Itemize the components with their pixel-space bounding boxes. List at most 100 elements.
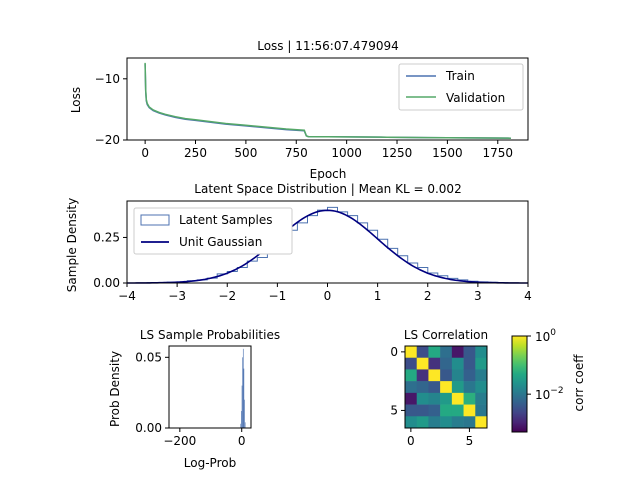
heatmap-cell (405, 357, 418, 370)
latent-ytick-label: 0.25 (93, 230, 120, 244)
latent-xtick-label: 1 (374, 289, 382, 303)
latent-title: Latent Space Distribution | Mean KL = 0.… (194, 182, 461, 196)
colorbar-tick-exponent: 0 (550, 328, 556, 338)
heatmap-cell (440, 404, 453, 417)
heatmap-cell (416, 346, 429, 359)
heatmap-cell (451, 369, 464, 382)
colorbar-tick-label: 100 (535, 328, 556, 344)
legend-unit-gaussian-label: Unit Gaussian (179, 235, 262, 249)
correlation-title: LS Correlation (404, 328, 488, 342)
loss-axes-frame (126, 57, 529, 141)
correlation-panel: LS Correlation 0 5 0 5 100 10−2 corr coeff (390, 328, 586, 448)
logprob-xtick-label: 0 (238, 434, 246, 448)
heatmap-cell (440, 381, 453, 394)
logprob-title: LS Sample Probabilities (140, 328, 280, 342)
heatmap-cell (405, 392, 418, 405)
heatmap-cell (416, 369, 429, 382)
loss-xtick-label: 500 (234, 146, 257, 160)
latent-ytick-label: 0.00 (93, 276, 120, 290)
heatmap-cell (451, 357, 464, 370)
logprob-bar (241, 411, 242, 428)
latent-xtick-label: −1 (269, 289, 287, 303)
heatmap-cell (475, 404, 488, 417)
logprob-axes-frame (168, 345, 252, 429)
latent-xtick-label: 3 (474, 289, 482, 303)
legend-validation-label: Validation (446, 91, 505, 105)
logprob-xtick-label: −200 (163, 434, 196, 448)
heatmap-cell (451, 404, 464, 417)
latent-xtick-label: −3 (168, 289, 186, 303)
loss-legend: Train Validation (398, 63, 524, 111)
heatmap-cell (475, 381, 488, 394)
heatmap-cell (463, 416, 476, 429)
latent-axes-frame (126, 200, 529, 284)
logprob-ytick-label: 0.00 (135, 421, 162, 435)
legend-latent-samples-swatch (140, 214, 170, 226)
loss-xtick-label: 750 (285, 146, 308, 160)
logprob-bar (243, 368, 245, 428)
colorbar-tick-exponent: −2 (550, 386, 563, 396)
heatmap-cell (428, 369, 441, 382)
heatmap-cell (475, 392, 488, 405)
corr-xtick-label: 0 (407, 434, 415, 448)
heatmap-cell (405, 369, 418, 382)
logprob-ytick-label: 0.05 (135, 350, 162, 364)
loss-ylabel: Loss (69, 87, 83, 113)
heatmap-cell (475, 357, 488, 370)
logprob-bar (241, 385, 243, 428)
colorbar-label: corr coeff (572, 354, 586, 412)
heatmap-cell (451, 381, 464, 394)
heatmap-cell (440, 346, 453, 359)
latent-xtick-label: 4 (524, 289, 532, 303)
heatmap-cell (463, 369, 476, 382)
heatmap-cell (475, 369, 488, 382)
legend-train-label: Train (445, 69, 475, 83)
heatmap-cell (451, 346, 464, 359)
heatmap-cell (463, 404, 476, 417)
heatmap-cell (463, 392, 476, 405)
logprob-bar (242, 357, 243, 428)
loss-title: Loss | 11:56:07.479094 (257, 39, 399, 53)
loss-xtick-label: 0 (141, 146, 149, 160)
heatmap-cell (416, 357, 429, 370)
latent-legend: Latent Samples Unit Gaussian (133, 207, 293, 255)
legend-latent-samples-label: Latent Samples (179, 213, 273, 227)
loss-ytick-label: −20 (95, 133, 120, 147)
heatmap-cell (440, 357, 453, 370)
latent-xtick-label: 2 (424, 289, 432, 303)
heatmap-cell (416, 381, 429, 394)
loss-ytick-label: −10 (95, 72, 120, 86)
heatmap-cell (451, 392, 464, 405)
logprob-bar (240, 423, 242, 428)
colorbar-frame (511, 335, 528, 433)
corr-ytick-label: 0 (390, 345, 398, 359)
heatmap-cell (405, 381, 418, 394)
heatmap-cell (463, 381, 476, 394)
logprob-bar (244, 422, 246, 428)
logprob-panel: LS Sample Probabilities −200 0 0.00 0.05 Lo… (108, 328, 280, 470)
heatmap-cell (405, 416, 418, 429)
loss-xlabel: Epoch (310, 167, 347, 181)
heatmap-cell (475, 416, 488, 429)
logprob-bar (242, 348, 244, 428)
heatmap-cell (405, 346, 418, 359)
latent-panel: Latent Space Distribution | Mean KL = 0.… (65, 182, 532, 303)
logprob-bar (244, 399, 245, 428)
heatmap-cell (416, 392, 429, 405)
heatmap-cell (463, 346, 476, 359)
heatmap-cell (428, 416, 441, 429)
loss-xtick-label: 1750 (483, 146, 514, 160)
loss-xtick-label: 1500 (432, 146, 463, 160)
latent-xtick-label: −2 (218, 289, 236, 303)
heatmap-cell (463, 357, 476, 370)
loss-xtick-label: 1000 (331, 146, 362, 160)
heatmap-cell (428, 346, 441, 359)
heatmap-cell (405, 404, 418, 417)
latent-xtick-label: 0 (324, 289, 332, 303)
corr-xtick-label: 5 (466, 434, 474, 448)
corr-ytick-label: 5 (390, 403, 398, 417)
corr-axes-frame (404, 345, 488, 429)
heatmap-cell (416, 416, 429, 429)
heatmap-cell (440, 392, 453, 405)
